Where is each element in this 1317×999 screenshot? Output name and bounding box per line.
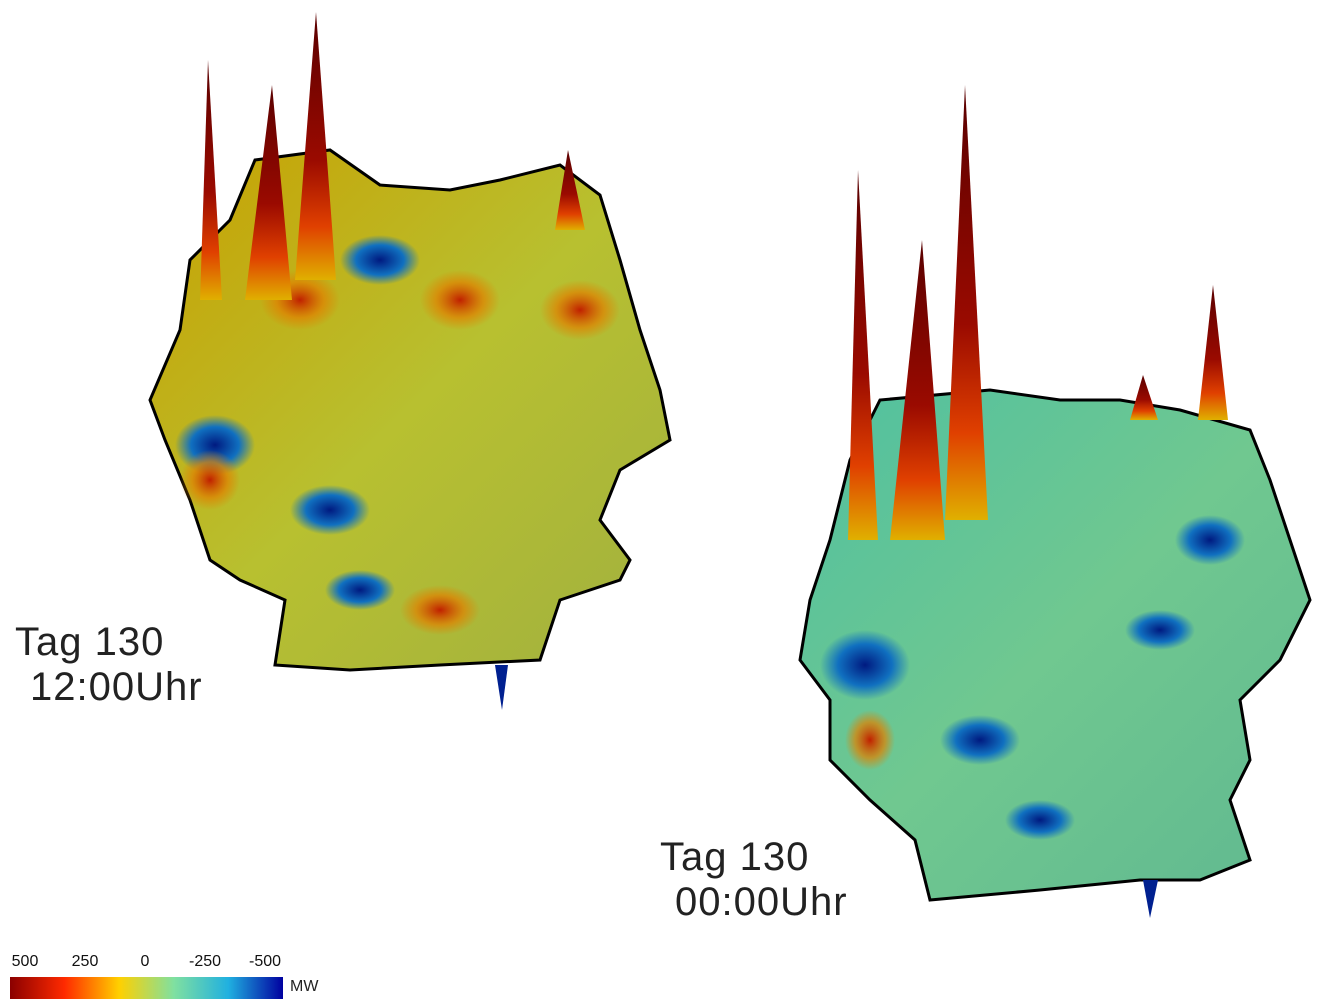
map-noon <box>150 12 670 710</box>
colorbar-tick: -500 <box>249 953 281 971</box>
panel-day: Tag 130 <box>660 835 809 880</box>
map-midnight <box>800 85 1310 918</box>
panel-time: 12:00Uhr <box>30 665 203 710</box>
colorbar-unit: MW <box>290 978 318 996</box>
page: Tag 130 12:00Uhr Tag 130 00:00Uhr MW 500… <box>0 0 1317 999</box>
colorbar <box>10 977 283 999</box>
maps <box>0 0 1317 999</box>
panel-time: 00:00Uhr <box>675 880 848 925</box>
colorbar-tick: -250 <box>189 953 221 971</box>
colorbar-tick: 0 <box>141 953 150 971</box>
colorbar-tick: 250 <box>72 953 99 971</box>
colorbar-tick: 500 <box>12 953 39 971</box>
panel-day: Tag 130 <box>15 620 164 665</box>
